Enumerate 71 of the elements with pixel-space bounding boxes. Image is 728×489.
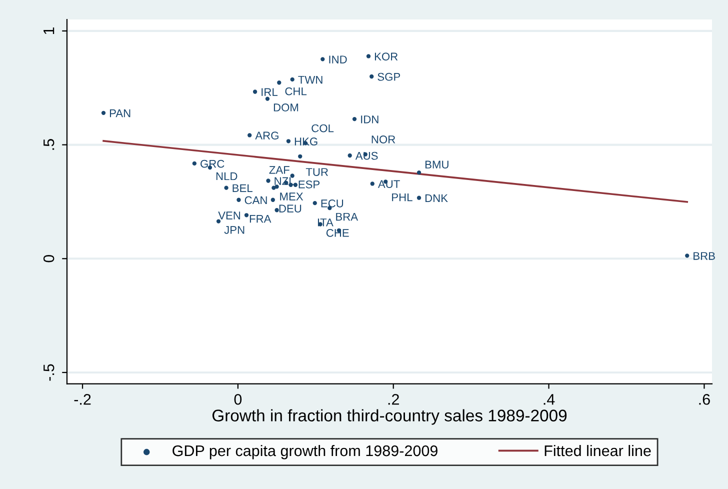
point xyxy=(416,170,422,175)
data-label: ARG xyxy=(255,132,278,140)
x-tick-label: .6 xyxy=(699,394,710,405)
data-label: ECU xyxy=(321,199,344,208)
point xyxy=(320,57,325,62)
data-label: BRA xyxy=(336,212,358,221)
data-label: SGP xyxy=(378,72,400,81)
point xyxy=(236,198,241,202)
point xyxy=(192,161,197,166)
data-label: PAN xyxy=(110,109,130,118)
x-axis-title: Growth in fraction third-country sales 1989-2009 xyxy=(212,409,567,425)
point xyxy=(248,133,252,138)
point xyxy=(252,90,258,94)
data-label: CAN xyxy=(244,196,267,204)
data-label: TUR xyxy=(306,168,328,176)
data-label: GRC xyxy=(200,160,224,168)
data-label: DOM xyxy=(274,104,298,112)
point xyxy=(293,182,298,187)
data-label: JPN xyxy=(224,226,244,234)
point xyxy=(101,110,106,115)
data-label: MEX xyxy=(280,192,304,200)
data-label: IND xyxy=(329,56,347,64)
x-tick-label: .4 xyxy=(544,394,555,405)
data-label: CHL xyxy=(285,87,307,96)
y-tick-label: 0 xyxy=(43,254,54,262)
point xyxy=(290,77,294,82)
point xyxy=(265,96,270,101)
point xyxy=(348,153,352,158)
data-label: KOR xyxy=(374,52,398,60)
point xyxy=(298,154,302,158)
point xyxy=(270,198,275,202)
data-label: NLD xyxy=(216,172,238,180)
data-label: IRL xyxy=(262,88,278,96)
point xyxy=(352,116,357,122)
data-label: DNK xyxy=(425,194,448,202)
x-tick-label: 0 xyxy=(234,394,242,405)
data-label: ESP xyxy=(298,180,320,188)
y-tick-label: -.5 xyxy=(44,364,54,381)
point xyxy=(370,182,374,186)
y-tick-label: 1 xyxy=(44,27,54,34)
legend-label: Fitted linear line xyxy=(544,444,651,456)
data-label: ITA xyxy=(318,218,334,226)
data-label: IDN xyxy=(361,116,378,124)
data-label: BEL xyxy=(232,184,252,192)
data-label: PHL xyxy=(392,193,412,202)
data-label: NOR xyxy=(372,135,396,144)
data-label: FRA xyxy=(250,214,272,223)
data-label: ZAF xyxy=(269,166,290,174)
point xyxy=(416,196,422,200)
point xyxy=(277,80,282,85)
point xyxy=(244,213,249,218)
data-label: TWN xyxy=(298,76,322,84)
data-label: BRB xyxy=(694,252,715,260)
point xyxy=(312,200,317,206)
y-tick-label: .5 xyxy=(44,139,54,150)
data-label: AUS xyxy=(355,152,378,160)
legend-label: GDP per capita growth from 1989-2009 xyxy=(172,444,438,460)
x-tick-label: .2 xyxy=(388,394,399,405)
point xyxy=(286,139,291,144)
point xyxy=(224,186,228,190)
x-tick-label: -.2 xyxy=(74,394,91,405)
data-label: CHE xyxy=(326,228,349,237)
data-label: COL xyxy=(312,124,334,132)
data-label: DEU xyxy=(279,204,302,212)
point xyxy=(216,219,221,224)
data-label: VEN xyxy=(218,212,240,220)
point xyxy=(366,54,371,58)
point xyxy=(370,74,374,79)
data-label: BMU xyxy=(425,160,448,169)
point xyxy=(685,254,690,258)
point xyxy=(274,208,279,212)
